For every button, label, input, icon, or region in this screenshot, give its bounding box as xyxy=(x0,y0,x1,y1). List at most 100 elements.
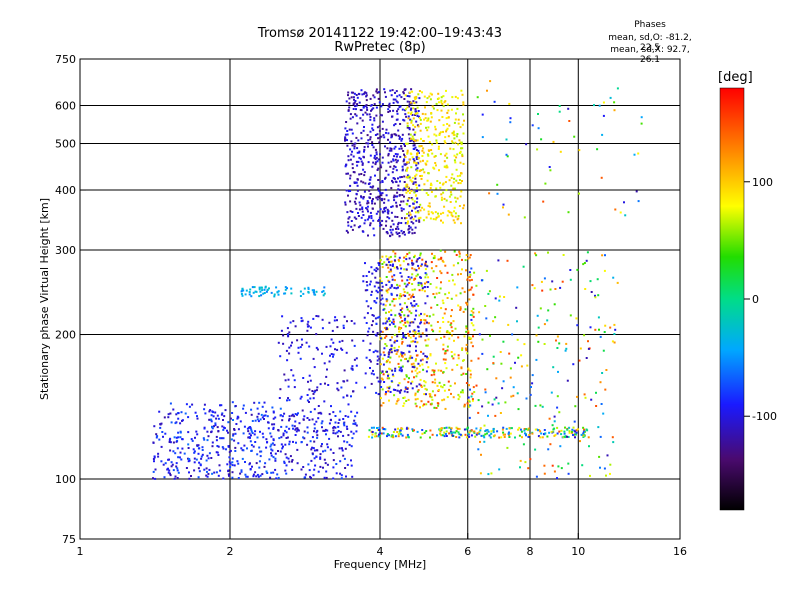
data-point xyxy=(559,445,562,448)
data-point xyxy=(274,416,277,419)
data-point xyxy=(486,432,488,435)
data-point xyxy=(418,364,421,367)
data-point xyxy=(278,397,281,399)
data-point xyxy=(445,128,448,131)
data-point xyxy=(486,368,489,371)
data-point xyxy=(438,119,441,122)
data-point xyxy=(498,436,501,439)
data-point xyxy=(240,447,243,450)
data-point xyxy=(412,139,415,141)
data-point xyxy=(352,102,355,105)
data-point xyxy=(429,395,432,398)
data-point xyxy=(172,408,175,411)
data-point xyxy=(505,153,508,156)
data-point xyxy=(263,414,266,417)
data-point xyxy=(463,428,466,431)
data-point xyxy=(399,264,402,267)
data-point xyxy=(450,351,453,353)
data-point xyxy=(346,379,349,382)
data-point xyxy=(425,216,428,219)
data-point xyxy=(306,399,309,402)
data-point xyxy=(450,432,453,435)
data-point xyxy=(453,177,456,180)
data-point xyxy=(406,320,409,323)
data-point xyxy=(390,348,393,351)
data-point xyxy=(386,232,389,235)
data-point xyxy=(459,292,462,295)
data-point xyxy=(194,436,196,439)
data-point xyxy=(425,126,427,129)
data-point xyxy=(536,314,539,317)
data-point xyxy=(322,294,325,297)
data-point xyxy=(484,391,487,394)
data-point xyxy=(379,302,382,305)
data-point xyxy=(418,289,421,292)
data-point xyxy=(233,439,236,442)
data-point xyxy=(574,433,577,436)
data-point xyxy=(568,120,571,122)
data-point xyxy=(411,209,413,212)
data-point xyxy=(389,391,392,393)
data-point xyxy=(369,138,372,141)
data-point xyxy=(389,368,392,371)
data-point xyxy=(292,374,295,377)
data-point xyxy=(398,194,401,196)
data-point xyxy=(396,110,398,113)
data-point xyxy=(375,196,378,199)
data-point xyxy=(288,419,290,422)
data-point xyxy=(453,121,456,124)
data-point xyxy=(286,399,288,402)
data-point xyxy=(210,430,213,433)
data-point xyxy=(323,286,326,289)
data-point xyxy=(457,143,460,146)
data-point xyxy=(485,317,488,320)
data-point xyxy=(205,474,208,477)
data-point xyxy=(430,93,433,96)
data-point xyxy=(393,177,396,180)
data-point xyxy=(402,323,405,326)
data-point xyxy=(365,95,368,98)
data-point xyxy=(490,432,493,435)
data-point xyxy=(387,111,390,113)
data-point xyxy=(369,222,372,225)
data-point xyxy=(260,413,263,416)
data-point xyxy=(375,90,378,93)
data-point xyxy=(494,316,497,319)
data-point xyxy=(325,433,327,436)
data-point xyxy=(361,119,364,122)
data-point xyxy=(321,443,323,445)
data-point xyxy=(153,425,156,428)
data-point xyxy=(342,324,345,327)
data-point xyxy=(378,216,381,219)
data-point xyxy=(288,415,291,418)
data-point xyxy=(440,307,443,310)
data-point xyxy=(401,108,404,111)
data-point xyxy=(415,405,418,408)
data-point xyxy=(455,156,458,159)
data-point xyxy=(396,267,399,270)
data-point xyxy=(440,434,443,437)
data-point xyxy=(401,340,404,343)
data-point xyxy=(547,251,549,254)
data-point xyxy=(392,263,394,266)
data-point xyxy=(481,136,484,139)
data-point xyxy=(468,431,471,434)
data-point xyxy=(345,475,347,478)
data-point xyxy=(458,255,461,258)
data-point xyxy=(341,339,344,342)
data-point xyxy=(391,89,394,92)
data-point xyxy=(408,324,411,327)
data-point xyxy=(553,420,556,423)
data-point xyxy=(214,424,217,427)
data-point xyxy=(523,428,526,430)
data-point xyxy=(445,367,448,370)
data-point xyxy=(353,344,356,347)
data-point xyxy=(443,435,446,438)
data-point xyxy=(385,335,388,338)
data-point xyxy=(398,232,401,234)
data-point xyxy=(245,475,248,478)
data-point xyxy=(465,330,468,333)
data-point xyxy=(438,101,440,104)
data-point xyxy=(452,357,455,360)
data-point xyxy=(460,89,463,92)
